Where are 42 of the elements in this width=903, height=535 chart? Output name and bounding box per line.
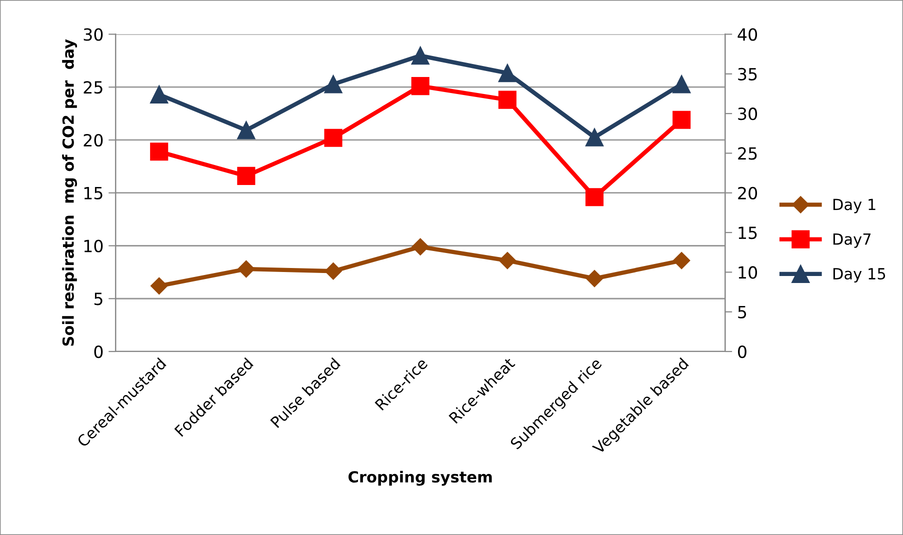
y2-tick-label: 25 <box>738 147 757 160</box>
y-tick-label: 25 <box>84 81 102 94</box>
point <box>586 270 604 288</box>
point <box>324 128 342 147</box>
point <box>150 85 168 104</box>
y-axis-title: Soil respiration mg of CO2 per day <box>62 39 78 346</box>
point <box>238 260 255 278</box>
point <box>498 64 516 82</box>
x-axis-title: Cropping system <box>348 470 492 486</box>
point <box>412 238 429 256</box>
point <box>150 142 168 161</box>
point <box>498 252 516 270</box>
point <box>237 121 256 140</box>
point <box>411 46 430 65</box>
point <box>585 128 604 146</box>
y2-tick-label: 0 <box>738 345 746 358</box>
y2-tick-label: 35 <box>738 68 757 80</box>
legend-label: Day 1 <box>833 198 876 214</box>
y2-tick-label: 30 <box>738 108 758 120</box>
y-tick-label: 0 <box>94 345 103 358</box>
y2-tick-label: 15 <box>738 226 757 240</box>
y2-tick-label: 40 <box>738 28 758 41</box>
y2-tick-label: 5 <box>738 306 746 318</box>
y-tick-label: 30 <box>84 28 103 41</box>
point <box>673 252 690 270</box>
y-tick-label: 20 <box>84 134 103 147</box>
point <box>672 110 691 129</box>
y-tick-label: 15 <box>84 187 102 200</box>
point <box>672 75 691 94</box>
point <box>585 188 604 206</box>
point <box>411 77 430 96</box>
point <box>324 75 342 94</box>
y2-tick-label: 20 <box>738 186 758 200</box>
legend-label: Day 15 <box>833 268 886 282</box>
point <box>237 166 256 185</box>
y-tick-label: 10 <box>84 240 103 252</box>
y2-tick-label: 10 <box>738 266 758 279</box>
y-tick-label: 5 <box>94 292 102 306</box>
legend-label: Day7 <box>833 234 871 248</box>
point <box>324 262 342 280</box>
point <box>150 277 168 294</box>
point <box>498 90 516 109</box>
